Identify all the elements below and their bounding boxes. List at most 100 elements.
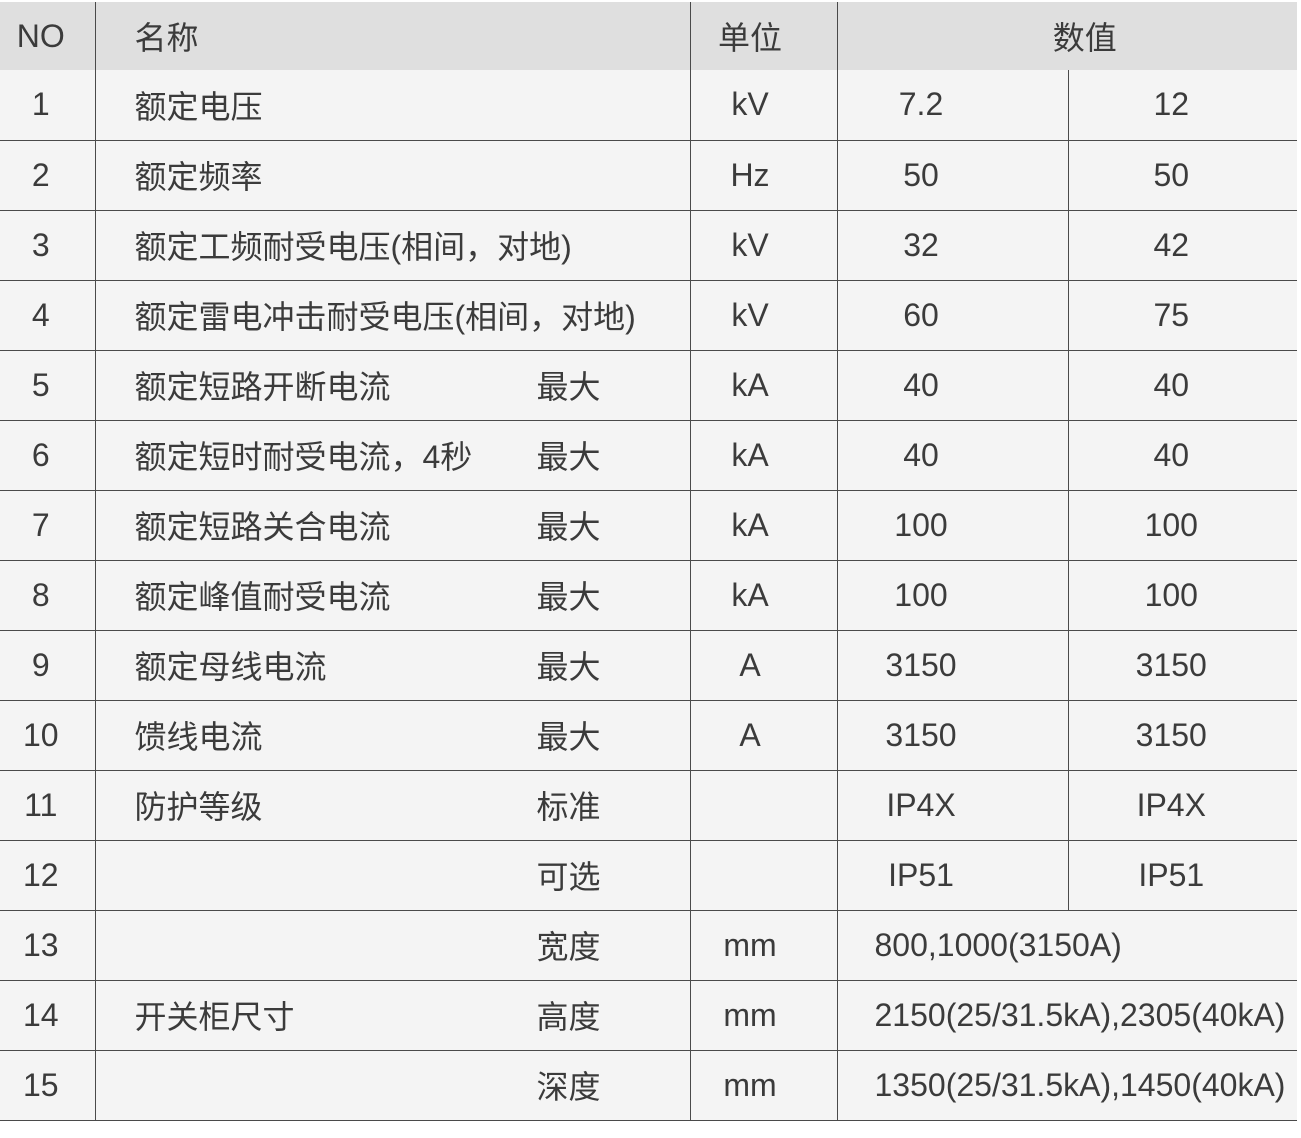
- param-qualifier: 最大: [536, 719, 601, 755]
- param-qualifier: 标准: [536, 789, 601, 825]
- value-cell-2: 75: [1067, 279, 1298, 351]
- value-cell-2: 12: [1067, 70, 1298, 141]
- unit-cell: kV: [689, 209, 838, 281]
- table-row: 3 额定工频耐受电压(相间，对地) kV 32 42: [0, 209, 1298, 281]
- name-cell: 额定短时耐受电流，4秒 最大: [94, 419, 691, 491]
- param-name: 额定短路开断电流: [134, 369, 391, 405]
- param-qualifier: 最大: [536, 649, 601, 685]
- value-cell-span: 800,1000(3150A): [836, 909, 1298, 981]
- param-qualifier: 高度: [536, 999, 601, 1035]
- name-cell: 额定峰值耐受电流 最大: [94, 559, 691, 631]
- param-qualifier: 最大: [536, 439, 601, 475]
- param-qualifier: 最大: [536, 509, 601, 545]
- value-cell-1: 3150: [836, 629, 1069, 701]
- value-cell-1: 50: [836, 139, 1069, 211]
- value-cell-2: 40: [1067, 419, 1298, 491]
- table-body: 1 额定电压 kV 7.2 12 2 额定频率 Hz 50 50 3 额定工频耐受电压(相间，对地) k…: [0, 70, 1298, 1121]
- row-number-cell: 7: [0, 489, 96, 561]
- param-name: 防护等级: [134, 789, 263, 825]
- name-cell: 额定电压: [94, 70, 691, 141]
- value-cell-1: 100: [836, 559, 1069, 631]
- param-name: 额定电压: [134, 88, 263, 125]
- table-row: 4 额定雷电冲击耐受电压(相间，对地) kV 60 75: [0, 279, 1298, 351]
- table-row: 2 额定频率 Hz 50 50: [0, 139, 1298, 211]
- value-cell-1: 32: [836, 209, 1069, 281]
- row-number-cell: 1: [0, 70, 96, 141]
- unit-cell: mm: [689, 909, 838, 981]
- table-row: 15 深度 mm 1350(25/31.5kA),1450(40kA): [0, 1049, 1298, 1121]
- row-number-cell: 11: [0, 769, 96, 841]
- param-name: 额定工频耐受电压(相间，对地): [134, 229, 572, 265]
- param-name: 额定短路关合电流: [134, 509, 391, 545]
- row-number-cell: 5: [0, 349, 96, 421]
- name-cell: 宽度: [94, 909, 691, 981]
- value-cell-span: 2150(25/31.5kA),2305(40kA): [836, 979, 1298, 1051]
- unit-cell: kA: [689, 489, 838, 561]
- param-name: 额定母线电流: [134, 649, 327, 685]
- header-row: NO 名称 单位 数值: [0, 2, 1298, 70]
- table-row: 7 额定短路关合电流 最大 kA 100 100: [0, 489, 1298, 561]
- value-cell-2: 100: [1067, 489, 1298, 561]
- table-row: 6 额定短时耐受电流，4秒 最大 kA 40 40: [0, 419, 1298, 491]
- name-cell: 可选: [94, 839, 691, 911]
- name-cell: 额定雷电冲击耐受电压(相间，对地): [94, 279, 691, 351]
- value-cell-1: IP4X: [836, 769, 1069, 841]
- value-cell-2: 100: [1067, 559, 1298, 631]
- table-row: 14 开关柜尺寸 高度 mm 2150(25/31.5kA),2305(40kA): [0, 979, 1298, 1051]
- table-row: 12 可选 IP51 IP51: [0, 839, 1298, 911]
- row-number-cell: 2: [0, 139, 96, 211]
- name-cell: 额定短路开断电流 最大: [94, 349, 691, 421]
- header-value: 数值: [836, 2, 1298, 70]
- table-row: 11 防护等级 标准 IP4X IP4X: [0, 769, 1298, 841]
- param-name: 额定短时耐受电流，4秒: [134, 439, 473, 475]
- name-cell: 馈线电流 最大: [94, 699, 691, 771]
- value-cell-span: 1350(25/31.5kA),1450(40kA): [836, 1049, 1298, 1121]
- row-number-cell: 3: [0, 209, 96, 281]
- value-cell-1: 60: [836, 279, 1069, 351]
- value-cell-2: 42: [1067, 209, 1298, 281]
- table-row: 8 额定峰值耐受电流 最大 kA 100 100: [0, 559, 1298, 631]
- row-number-cell: 12: [0, 839, 96, 911]
- param-name: 开关柜尺寸: [134, 999, 295, 1035]
- param-name: 额定频率: [134, 159, 263, 195]
- header-name: 名称: [94, 2, 691, 70]
- unit-cell: kV: [689, 279, 838, 351]
- row-number-cell: 6: [0, 419, 96, 491]
- value-cell-2: 40: [1067, 349, 1298, 421]
- value-cell-1: 40: [836, 419, 1069, 491]
- header-no: NO: [0, 2, 96, 70]
- table-row: 5 额定短路开断电流 最大 kA 40 40: [0, 349, 1298, 421]
- param-qualifier: 可选: [536, 859, 601, 895]
- value-cell-1: 7.2: [836, 70, 1069, 141]
- param-qualifier: 深度: [536, 1069, 601, 1105]
- unit-cell: Hz: [689, 139, 838, 211]
- unit-cell: kA: [689, 349, 838, 421]
- name-cell: 深度: [94, 1049, 691, 1121]
- row-number-cell: 9: [0, 629, 96, 701]
- name-cell: 额定短路关合电流 最大: [94, 489, 691, 561]
- row-number-cell: 13: [0, 909, 96, 981]
- unit-cell: mm: [689, 979, 838, 1051]
- row-number-cell: 15: [0, 1049, 96, 1121]
- unit-cell: A: [689, 699, 838, 771]
- table-row: 9 额定母线电流 最大 A 3150 3150: [0, 629, 1298, 701]
- value-cell-2: IP51: [1067, 839, 1298, 911]
- value-cell-2: 3150: [1067, 699, 1298, 771]
- value-cell-2: 3150: [1067, 629, 1298, 701]
- param-name: 额定雷电冲击耐受电压(相间，对地): [134, 299, 636, 335]
- param-qualifier: 最大: [536, 579, 601, 615]
- table-row: 1 额定电压 kV 7.2 12: [0, 70, 1298, 141]
- param-qualifier: 最大: [536, 369, 601, 405]
- unit-cell: mm: [689, 1049, 838, 1121]
- value-cell-1: 40: [836, 349, 1069, 421]
- row-number-cell: 4: [0, 279, 96, 351]
- name-cell: 防护等级 标准: [94, 769, 691, 841]
- param-qualifier: 宽度: [536, 929, 601, 965]
- table-row: 10 馈线电流 最大 A 3150 3150: [0, 699, 1298, 771]
- row-number-cell: 14: [0, 979, 96, 1051]
- param-name: 馈线电流: [134, 719, 263, 755]
- unit-cell: A: [689, 629, 838, 701]
- value-cell-2: 50: [1067, 139, 1298, 211]
- unit-cell: [689, 839, 838, 911]
